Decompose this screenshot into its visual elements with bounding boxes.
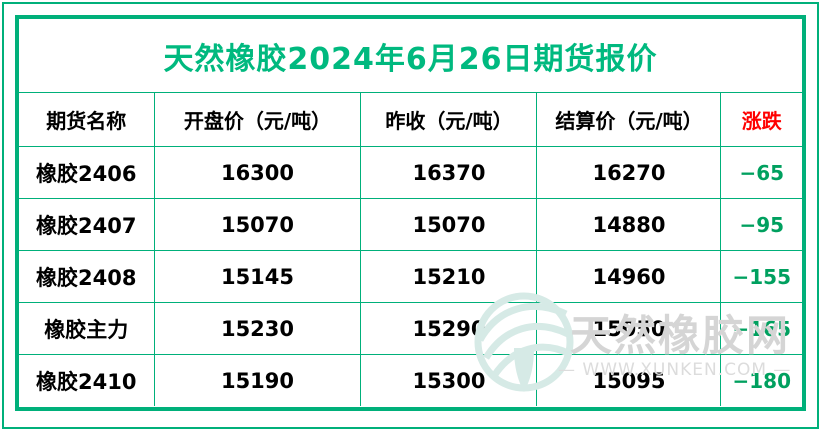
table-row: 橡胶2408 15145 15210 14960 −155 [19, 250, 802, 303]
cell-settle: 14960 [536, 250, 722, 303]
cell-settle: 15095 [536, 354, 722, 406]
cell-name: 橡胶2407 [19, 198, 155, 251]
title-band: 天然橡胶2024年6月26日期货报价 [19, 19, 802, 93]
futures-quote-table: 期货名称 开盘价（元/吨） 昨收（元/吨） 结算价（元/吨） 涨跌 橡胶2406… [19, 93, 802, 406]
table-row: 橡胶2410 15190 15300 15095 −180 [19, 354, 802, 406]
cell-prev-close: 15210 [360, 250, 538, 303]
table-row: 橡胶2407 15070 15070 14880 −95 [19, 198, 802, 251]
cell-open: 15190 [153, 354, 362, 406]
cell-prev-close: 15290 [360, 302, 538, 355]
cell-change: −165 [720, 302, 802, 355]
cell-name: 橡胶2410 [19, 354, 155, 406]
cell-prev-close: 16370 [360, 146, 538, 199]
table-header-row: 期货名称 开盘价（元/吨） 昨收（元/吨） 结算价（元/吨） 涨跌 [19, 93, 802, 147]
cell-name: 橡胶主力 [19, 302, 155, 355]
column-header-prev-close: 昨收（元/吨） [360, 93, 538, 147]
quote-table-block: 天然橡胶2024年6月26日期货报价 期货名称 开盘价（元/吨） 昨收（元/吨）… [15, 15, 806, 411]
cell-name: 橡胶2406 [19, 146, 155, 199]
table-row: 橡胶2406 16300 16370 16270 −65 [19, 146, 802, 199]
cell-name: 橡胶2408 [19, 250, 155, 303]
cell-settle: 14880 [536, 198, 722, 251]
cell-settle: 16270 [536, 146, 722, 199]
column-header-change: 涨跌 [720, 93, 802, 147]
cell-prev-close: 15070 [360, 198, 538, 251]
cell-open: 15070 [153, 198, 362, 251]
cell-prev-close: 15300 [360, 354, 538, 406]
cell-change: −65 [720, 146, 802, 199]
page-title: 天然橡胶2024年6月26日期货报价 [163, 41, 658, 77]
cell-change: −95 [720, 198, 802, 251]
column-header-name: 期货名称 [19, 93, 155, 147]
column-header-settle: 结算价（元/吨） [536, 93, 722, 147]
cell-open: 16300 [153, 146, 362, 199]
column-header-open: 开盘价（元/吨） [153, 93, 362, 147]
cell-settle: 15050 [536, 302, 722, 355]
cell-open: 15145 [153, 250, 362, 303]
table-row: 橡胶主力 15230 15290 15050 −165 [19, 302, 802, 355]
cell-open: 15230 [153, 302, 362, 355]
cell-change: −155 [720, 250, 802, 303]
cell-change: −180 [720, 354, 802, 406]
